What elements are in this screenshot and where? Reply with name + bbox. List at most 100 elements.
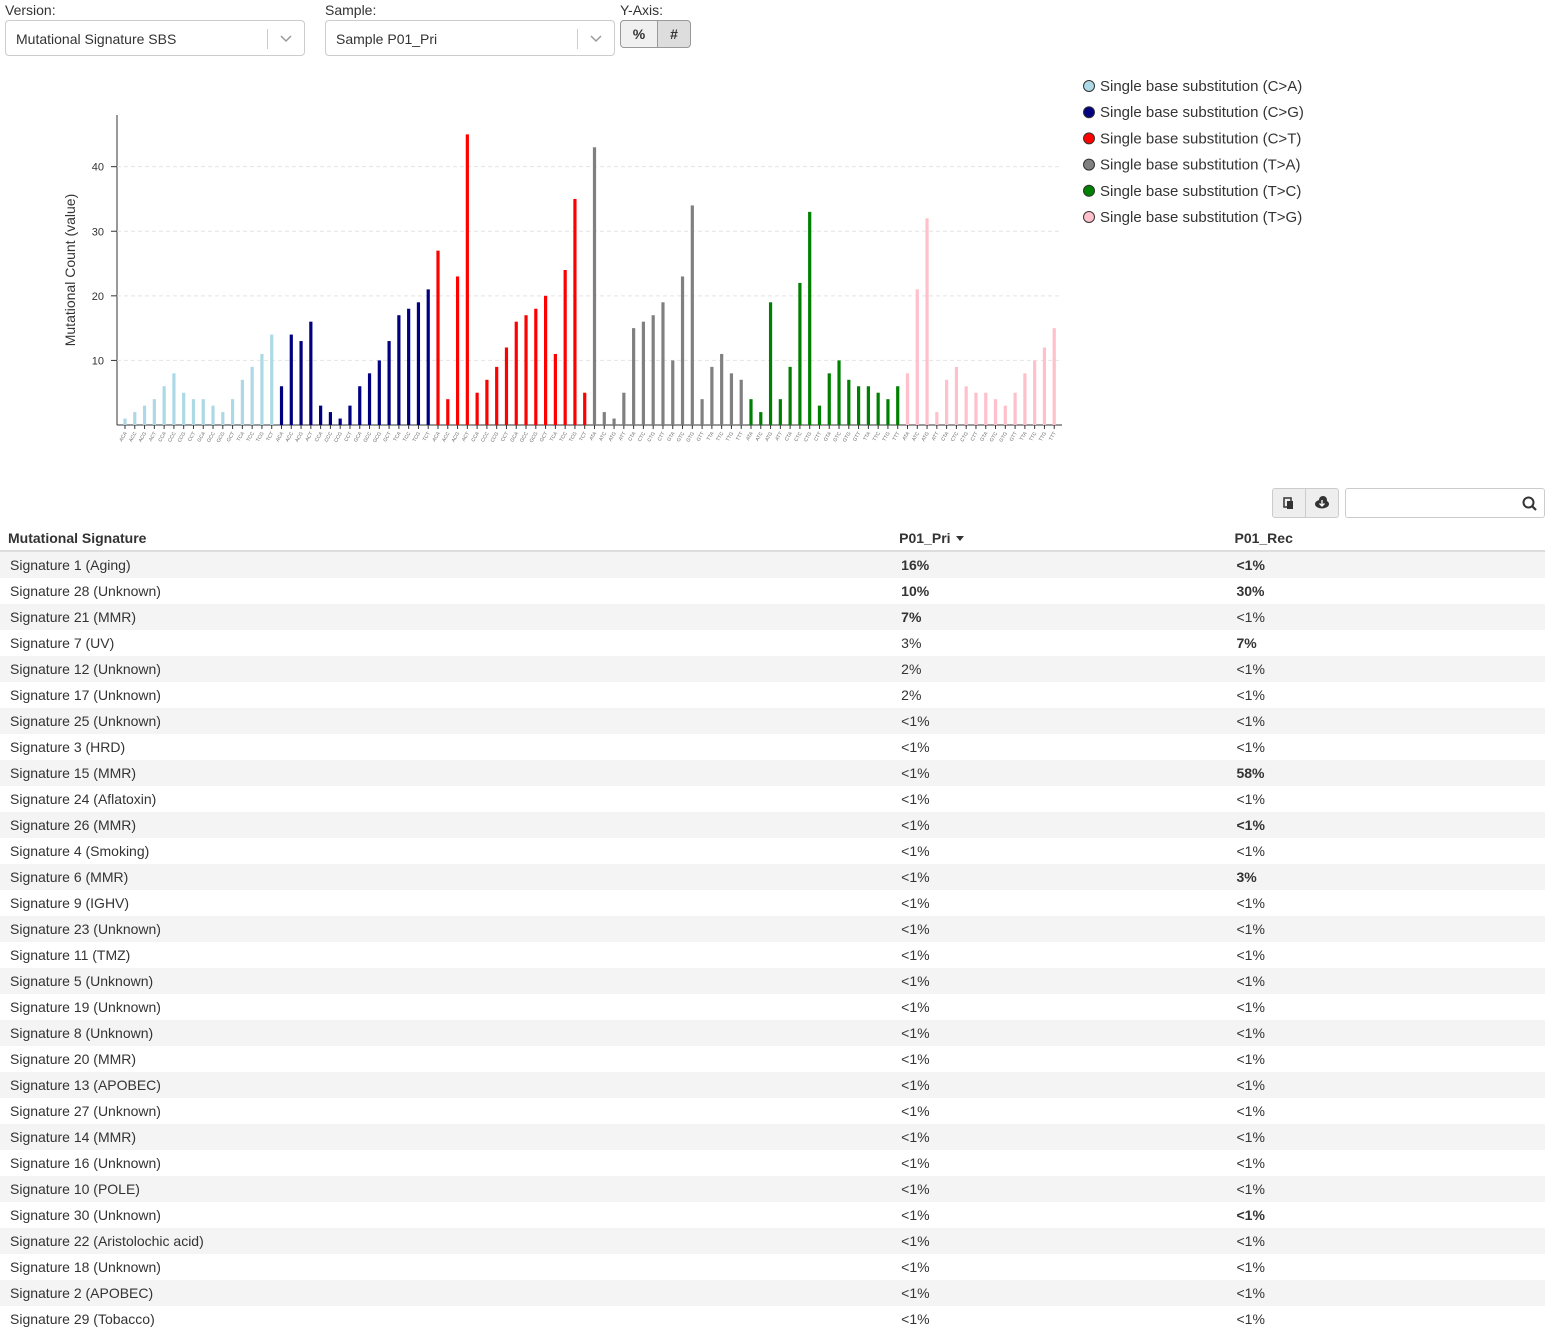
table-cell: Signature 3 (HRD) bbox=[10, 739, 126, 755]
bar bbox=[915, 289, 919, 425]
table-row: Signature 6 (MMR) <1% 3% bbox=[0, 864, 1545, 890]
x-tick-label: ACT bbox=[461, 431, 471, 443]
table-row: Signature 25 (Unknown) <1% <1% bbox=[0, 708, 1545, 734]
sort-icon bbox=[955, 535, 964, 541]
table-cell: Signature 30 (Unknown) bbox=[10, 1207, 161, 1223]
search-input[interactable] bbox=[1345, 488, 1545, 518]
x-tick-label: GCA bbox=[196, 430, 207, 443]
table-cell: <1% bbox=[899, 812, 1235, 838]
count-button[interactable]: # bbox=[657, 20, 691, 48]
table-cell: <1% bbox=[901, 739, 930, 755]
legend-label: Single base substitution (C>T) bbox=[1100, 130, 1301, 147]
bar bbox=[641, 321, 646, 425]
bar bbox=[563, 270, 567, 425]
bar bbox=[299, 341, 303, 425]
bar bbox=[201, 399, 205, 425]
bar bbox=[524, 315, 528, 425]
table-cell: <1% bbox=[899, 1228, 1235, 1254]
table-cell: Signature 8 (Unknown) bbox=[0, 1020, 900, 1046]
x-tick-label: TCG bbox=[568, 431, 579, 443]
chevron bbox=[280, 35, 292, 43]
bar bbox=[602, 412, 606, 425]
table-cell: <1% bbox=[899, 968, 1235, 994]
bar bbox=[377, 360, 381, 425]
table-cell: 16% bbox=[899, 551, 1235, 578]
bar bbox=[739, 379, 743, 425]
x-tick-label: GTC bbox=[832, 431, 843, 443]
x-tick-label: CTC bbox=[950, 431, 961, 443]
search-icon bbox=[1522, 496, 1537, 511]
table-cell: Signature 14 (MMR) bbox=[0, 1124, 900, 1150]
table-cell: <1% bbox=[1236, 739, 1265, 755]
x-tick-label: TTA bbox=[1019, 430, 1029, 441]
x-tick-label: ATG bbox=[608, 431, 618, 443]
column-header: P01_Rec bbox=[1234, 525, 1545, 552]
bar bbox=[514, 321, 518, 425]
copy-icon bbox=[1283, 497, 1293, 509]
table-cell: 3% bbox=[1234, 864, 1545, 890]
table-cell: Signature 19 (Unknown) bbox=[10, 999, 161, 1015]
x-tick-label: GTT bbox=[852, 431, 862, 443]
bar bbox=[270, 334, 274, 425]
table-row: Signature 19 (Unknown) <1% <1% bbox=[0, 994, 1545, 1020]
bar bbox=[671, 360, 675, 425]
table-row: Signature 10 (POLE) <1% <1% bbox=[0, 1176, 1545, 1202]
legend-label: Single base substitution (C>A) bbox=[1100, 78, 1302, 95]
sample-select[interactable]: Sample P01_Pri bbox=[325, 20, 615, 56]
bar bbox=[847, 379, 851, 425]
table-cell: Signature 10 (POLE) bbox=[0, 1176, 900, 1202]
table-cell: Signature 13 (APOBEC) bbox=[0, 1072, 900, 1098]
column-header: Mutational Signature bbox=[0, 525, 900, 552]
bar bbox=[230, 399, 235, 425]
x-tick-label: ACT bbox=[304, 431, 314, 443]
table-cell: Signature 26 (MMR) bbox=[0, 812, 900, 838]
table-cell: <1% bbox=[1236, 999, 1265, 1015]
x-tick-label: GCC bbox=[519, 431, 530, 444]
x-tick-label: GCG bbox=[372, 431, 383, 444]
table-cell: <1% bbox=[1236, 1311, 1265, 1327]
bar bbox=[856, 386, 861, 425]
separator bbox=[267, 29, 268, 49]
table-cell: <1% bbox=[1234, 968, 1545, 994]
x-tick-label: ACC bbox=[285, 431, 296, 443]
yaxis-label: Y-Axis: bbox=[620, 2, 664, 18]
version-select[interactable]: Mutational Signature SBS bbox=[5, 20, 305, 56]
bar bbox=[387, 341, 391, 425]
bar bbox=[866, 386, 870, 425]
table-row: Signature 9 (IGHV) <1% <1% bbox=[0, 890, 1545, 916]
table-cell: <1% bbox=[1234, 1020, 1545, 1046]
legend-swatch bbox=[1083, 184, 1095, 197]
bar bbox=[729, 373, 734, 425]
table-cell: Signature 24 (Aflatoxin) bbox=[10, 791, 157, 807]
table-cell: 3% bbox=[901, 635, 922, 651]
table-cell: <1% bbox=[901, 1155, 930, 1171]
table-cell: Signature 22 (Aristolochic acid) bbox=[0, 1228, 900, 1254]
table-row: Signature 7 (UV) 3% 7% bbox=[0, 630, 1545, 656]
table-row: Signature 22 (Aristolochic acid) <1% <1% bbox=[0, 1228, 1545, 1254]
bar bbox=[279, 386, 284, 425]
y-tick-label: 20 bbox=[92, 291, 104, 303]
table-row: Signature 2 (APOBEC) <1% <1% bbox=[0, 1280, 1545, 1306]
cloud-icon bbox=[1315, 496, 1329, 509]
table-cell: <1% bbox=[1234, 1072, 1545, 1098]
table-cell: <1% bbox=[1234, 1280, 1545, 1306]
table-cell: Signature 21 (MMR) bbox=[0, 604, 900, 630]
download-button[interactable] bbox=[1305, 488, 1339, 518]
legend-swatch bbox=[1083, 211, 1095, 223]
signature-table: Mutational Signature P01_Pri P01_Rec Signat… bbox=[0, 525, 1545, 1332]
y-axis-title: Mutational Count (value) bbox=[62, 194, 78, 347]
x-tick-label: CTC bbox=[793, 431, 804, 443]
legend-label: Single base substitution (C>G) bbox=[1100, 104, 1304, 121]
table-row: Signature 17 (Unknown) 2% <1% bbox=[0, 682, 1545, 708]
bar bbox=[142, 405, 147, 425]
x-tick-label: CCC bbox=[324, 431, 335, 444]
table-cell: Signature 17 (Unknown) bbox=[10, 687, 161, 703]
x-tick-label: CCT bbox=[187, 431, 197, 443]
table-row: Signature 13 (APOBEC) <1% <1% bbox=[0, 1072, 1545, 1098]
table-row: Signature 3 (HRD) <1% <1% bbox=[0, 734, 1545, 760]
x-tick-label: GTC bbox=[989, 431, 1000, 443]
table-cell: <1% bbox=[1234, 1176, 1545, 1202]
copy-button[interactable] bbox=[1272, 488, 1306, 518]
bar bbox=[622, 392, 626, 425]
table-row: Signature 29 (Tobacco) <1% <1% bbox=[0, 1306, 1545, 1332]
